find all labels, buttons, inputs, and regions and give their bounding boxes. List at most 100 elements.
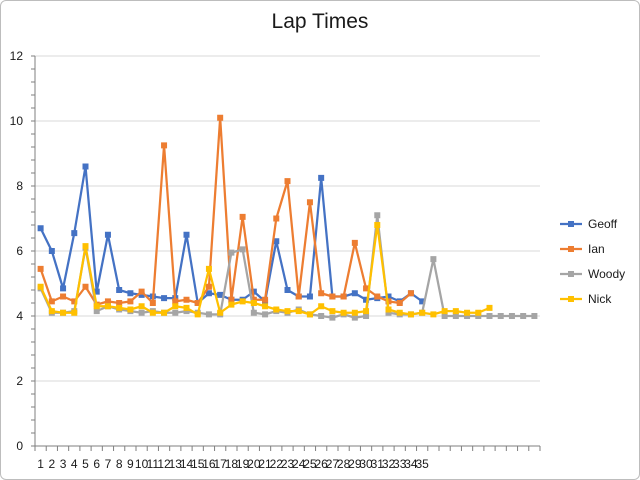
data-point-geoff [205, 290, 212, 297]
data-point-woody [464, 313, 471, 319]
data-point-nick [329, 308, 336, 315]
x-tick-label: 4 [71, 457, 78, 471]
data-point-nick [93, 303, 100, 310]
data-point-nick [419, 309, 426, 316]
data-point-nick [60, 309, 67, 316]
data-point-woody [262, 311, 269, 318]
data-point-geoff [284, 287, 291, 293]
x-tick-label: 5 [82, 457, 89, 471]
x-tick-label: 27 [326, 457, 340, 471]
data-point-woody [93, 308, 100, 315]
data-point-nick [385, 306, 392, 313]
data-point-ian [104, 298, 111, 305]
series-nick [37, 222, 493, 318]
x-tick-label: 9 [127, 457, 134, 471]
x-tick-label: 28 [337, 457, 351, 471]
series-ian [37, 114, 414, 308]
data-point-woody [508, 313, 515, 319]
legend-label: Woody [588, 267, 625, 281]
series-line-ian [39, 116, 412, 306]
data-point-woody [385, 309, 392, 316]
data-point-geoff [104, 231, 111, 238]
legend-swatch-marker [568, 246, 574, 252]
x-tick-label: 35 [415, 457, 429, 471]
data-point-woody [363, 313, 370, 319]
data-point-geoff [183, 231, 190, 238]
chart-title: Lap Times [271, 10, 369, 33]
x-tick-label: 17 [213, 457, 227, 471]
data-point-ian [407, 290, 414, 297]
data-point-nick [239, 298, 246, 305]
data-point-nick [205, 265, 212, 272]
data-point-nick [149, 309, 156, 316]
data-point-geoff [217, 291, 224, 298]
legend-entry-nick: Nick [560, 292, 612, 306]
x-tick-label: 25 [303, 457, 317, 471]
x-tick-label: 32 [382, 457, 396, 471]
x-tick-label: 20 [247, 457, 261, 471]
x-tick-label: 26 [314, 457, 328, 471]
data-point-nick [407, 311, 414, 318]
legend-swatch-marker [568, 221, 574, 227]
data-point-ian [340, 293, 347, 300]
x-tick-label: 3 [60, 457, 67, 471]
data-point-ian [228, 296, 235, 303]
legend: Geoff Ian Woody Nick [560, 217, 625, 306]
data-point-ian [250, 296, 257, 303]
data-point-nick [138, 303, 145, 310]
data-point-nick [430, 311, 437, 318]
data-point-geoff [363, 296, 370, 303]
data-point-geoff [37, 225, 44, 232]
x-tick-label: 10 [135, 457, 149, 471]
data-point-woody [183, 308, 190, 315]
data-point-nick [172, 303, 179, 310]
data-point-geoff [71, 230, 78, 237]
data-point-woody [228, 249, 235, 256]
data-point-ian [239, 213, 246, 220]
data-point-nick [452, 308, 459, 315]
data-point-nick [37, 283, 44, 290]
data-point-ian [127, 298, 134, 305]
legend-label: Geoff [588, 217, 618, 231]
data-point-nick [486, 304, 493, 311]
x-tick-label: 12 [157, 457, 171, 471]
data-point-ian [116, 300, 123, 306]
data-point-ian [351, 239, 358, 246]
data-point-woody [250, 309, 257, 316]
data-point-geoff [127, 290, 134, 297]
data-point-woody [239, 246, 246, 253]
data-point-nick [464, 309, 471, 316]
data-point-nick [183, 304, 190, 311]
legend-entry-geoff: Geoff [560, 217, 618, 231]
data-point-woody [531, 313, 538, 319]
data-point-nick [318, 303, 325, 310]
data-point-nick [295, 308, 302, 315]
series-layer [37, 114, 538, 321]
y-tick-label: 6 [16, 244, 23, 258]
data-point-ian [183, 296, 190, 303]
data-point-woody [329, 314, 336, 321]
data-point-nick [194, 311, 201, 318]
data-point-geoff [385, 293, 392, 300]
x-tick-label: 6 [93, 457, 100, 471]
x-tick-label: 1 [37, 457, 44, 471]
data-point-geoff [60, 285, 67, 292]
data-point-ian [273, 215, 280, 222]
data-point-nick [250, 300, 257, 306]
data-point-nick [340, 309, 347, 316]
data-point-ian [262, 296, 269, 303]
data-point-ian [217, 114, 224, 121]
legend-swatch-marker [568, 296, 574, 302]
data-point-nick [363, 308, 370, 315]
x-tick-label: 14 [180, 457, 194, 471]
x-tick-label: 15 [191, 457, 205, 471]
x-tick-label: 19 [236, 457, 250, 471]
data-point-ian [71, 298, 78, 305]
data-point-nick [284, 308, 291, 315]
data-point-ian [161, 142, 168, 149]
data-point-ian [318, 290, 325, 297]
x-tick-label: 11 [147, 457, 160, 471]
data-point-woody [318, 313, 325, 319]
